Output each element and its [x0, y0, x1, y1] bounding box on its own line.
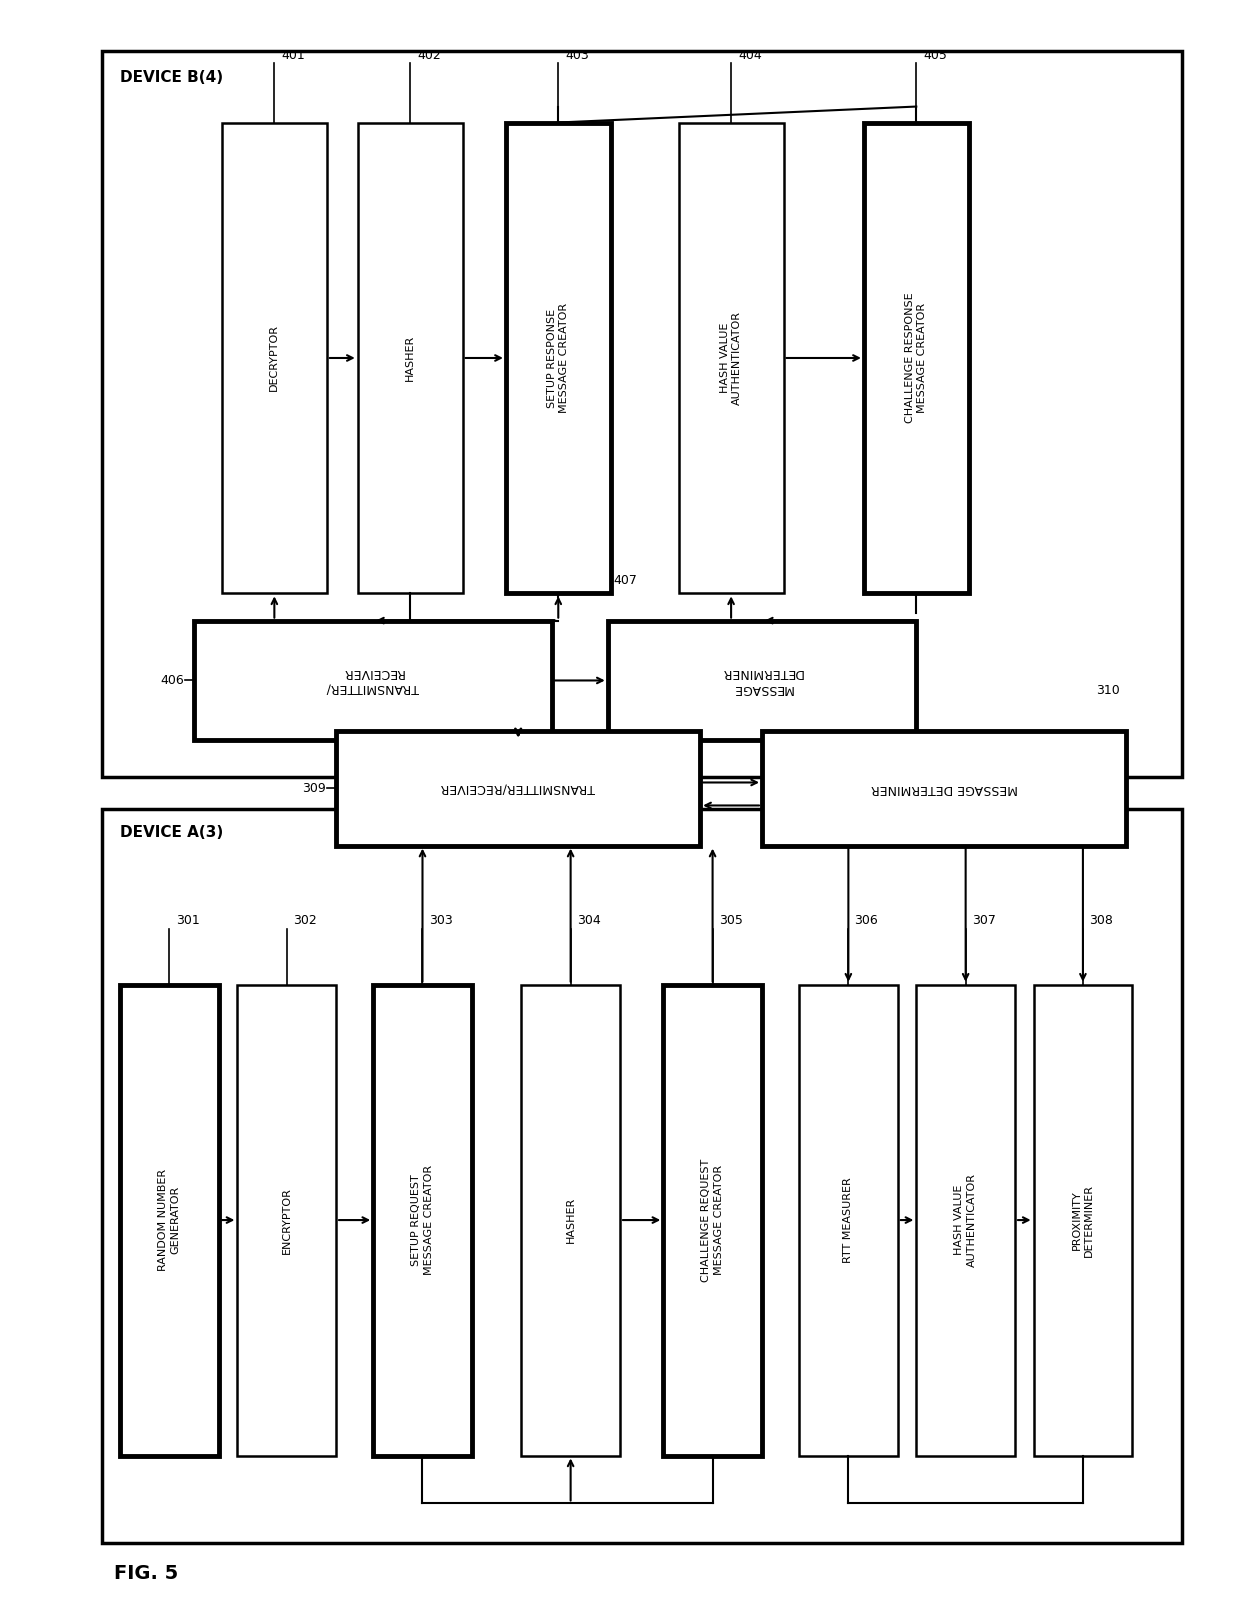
Bar [336, 731, 701, 846]
Bar [663, 985, 761, 1456]
Text: 301: 301 [176, 915, 200, 928]
Text: ENCRYPTOR: ENCRYPTOR [281, 1187, 291, 1253]
Text: HASHER: HASHER [565, 1197, 575, 1243]
Text: 305: 305 [719, 915, 743, 928]
Bar [102, 809, 1182, 1543]
Bar [102, 51, 1182, 777]
Text: 310: 310 [1096, 684, 1120, 697]
Text: HASH VALUE
AUTHENTICATOR: HASH VALUE AUTHENTICATOR [955, 1173, 977, 1267]
Bar [373, 985, 472, 1456]
Text: SETUP RESPONSE
MESSAGE CREATOR: SETUP RESPONSE MESSAGE CREATOR [547, 303, 569, 413]
Text: 306: 306 [854, 915, 878, 928]
Text: DEVICE A(3): DEVICE A(3) [120, 825, 223, 839]
Text: FIG. 5: FIG. 5 [114, 1564, 179, 1583]
Bar [506, 122, 611, 593]
Text: TRANSMITTER/RECEIVER: TRANSMITTER/RECEIVER [441, 782, 595, 795]
Bar [864, 122, 968, 593]
Bar [521, 985, 620, 1456]
Bar [678, 122, 784, 593]
Bar [1033, 985, 1132, 1456]
Text: 406: 406 [160, 674, 185, 687]
Bar [799, 985, 898, 1456]
Text: 302: 302 [293, 915, 316, 928]
Text: CHALLENGE REQUEST
MESSAGE CREATOR: CHALLENGE REQUEST MESSAGE CREATOR [702, 1158, 724, 1282]
Text: CHALLENGE RESPONSE
MESSAGE CREATOR: CHALLENGE RESPONSE MESSAGE CREATOR [905, 293, 928, 423]
Bar [120, 985, 218, 1456]
Text: SETUP REQUEST
MESSAGE CREATOR: SETUP REQUEST MESSAGE CREATOR [412, 1165, 434, 1275]
Text: MESSAGE
DETERMINER: MESSAGE DETERMINER [720, 666, 804, 695]
Text: 304: 304 [577, 915, 600, 928]
Text: 403: 403 [565, 50, 589, 62]
Text: TRANSMITTER/
RECEIVER: TRANSMITTER/ RECEIVER [327, 666, 419, 695]
Text: 308: 308 [1089, 915, 1114, 928]
Text: DEVICE B(4): DEVICE B(4) [120, 70, 223, 85]
Text: HASHER: HASHER [405, 335, 415, 381]
Text: 402: 402 [418, 50, 441, 62]
Text: 401: 401 [281, 50, 305, 62]
Text: 307: 307 [972, 915, 996, 928]
Bar [916, 985, 1016, 1456]
Bar [195, 620, 552, 740]
Text: 404: 404 [739, 50, 763, 62]
Bar [357, 122, 463, 593]
Text: 309: 309 [303, 782, 326, 795]
Text: 303: 303 [429, 915, 453, 928]
Bar [222, 122, 327, 593]
Bar [608, 620, 916, 740]
Text: RTT MEASURER: RTT MEASURER [843, 1177, 853, 1262]
Bar [761, 731, 1126, 846]
Text: MESSAGE DETERMINER: MESSAGE DETERMINER [870, 782, 1018, 795]
Text: 405: 405 [924, 50, 947, 62]
Text: RANDOM NUMBER
GENERATOR: RANDOM NUMBER GENERATOR [159, 1169, 181, 1270]
Text: PROXIMITY
DETERMINER: PROXIMITY DETERMINER [1071, 1184, 1094, 1256]
Bar [237, 985, 336, 1456]
Text: 407: 407 [614, 574, 637, 588]
Text: HASH VALUE
AUTHENTICATOR: HASH VALUE AUTHENTICATOR [720, 311, 743, 405]
Text: DECRYPTOR: DECRYPTOR [269, 325, 279, 391]
